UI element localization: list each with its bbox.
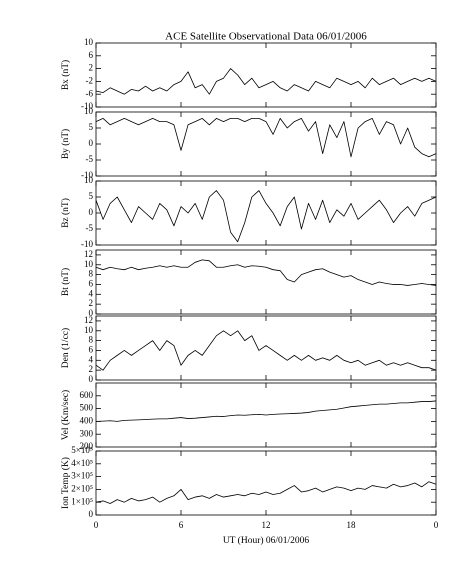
y-tick-label: 12 (84, 315, 93, 325)
y-tick-label: 8 (89, 269, 94, 279)
data-line (95, 259, 437, 286)
y-tick-label: 2 (89, 298, 94, 308)
y-tick-label: -5 (86, 223, 94, 233)
y-tick-label: 2 (89, 364, 94, 374)
y-tick-label: -10 (81, 170, 93, 180)
y-tick-label: 0 (89, 207, 94, 217)
y-tick-label: 600 (80, 390, 94, 400)
data-line (95, 190, 437, 243)
y-tick-label: 10 (84, 37, 94, 47)
y-tick-label: 500 (80, 403, 94, 413)
y-tick-label: 0 (89, 374, 94, 384)
y-tick-label: 6 (89, 345, 94, 355)
y-tick-label: 0 (89, 138, 94, 148)
y-tick-label: 6 (89, 279, 94, 289)
data-line (95, 400, 437, 422)
y-tick-label: 5 (89, 122, 94, 132)
y-tick-label: 4×10⁵ (71, 458, 93, 468)
y-tick-label: -10 (81, 239, 93, 249)
y-tick-label: -6 (86, 88, 94, 98)
x-tick-label: 0 (94, 520, 99, 530)
y-tick-label: 2×10⁵ (71, 483, 93, 493)
y-tick-label: 3×10⁵ (71, 471, 93, 481)
y-tick-label: 8 (89, 335, 94, 345)
y-tick-label: 200 (80, 441, 94, 451)
y-tick-label: 0 (89, 308, 94, 318)
data-line (95, 481, 437, 504)
y-axis-label: Bt (nT) (60, 268, 71, 296)
x-tick-label: 0 (434, 520, 439, 530)
y-axis-label: Vel (Km/sec) (60, 390, 71, 440)
x-tick-label: 18 (347, 520, 357, 530)
y-tick-label: 10 (84, 325, 94, 335)
x-tick-label: 6 (179, 520, 184, 530)
y-tick-label: 6 (89, 50, 94, 60)
chart-title: ACE Satellite Observational Data 06/01/2… (165, 31, 367, 43)
y-tick-label: -2 (86, 75, 94, 85)
y-tick-label: 2 (89, 63, 94, 73)
y-tick-label: 1×10⁵ (71, 496, 93, 506)
y-tick-label: 10 (84, 106, 94, 116)
y-tick-label: 5 (89, 191, 94, 201)
y-tick-label: 400 (80, 415, 94, 425)
data-line (95, 68, 437, 95)
y-axis-label: Den (1/cc) (60, 328, 71, 368)
y-tick-label: 10 (84, 175, 94, 185)
y-tick-label: 300 (80, 428, 94, 438)
y-tick-label: -10 (81, 101, 93, 111)
y-tick-label: 4 (89, 288, 94, 298)
x-axis-label: UT (Hour) 06/01/2006 (223, 535, 310, 546)
y-tick-label: 5×10⁵ (71, 445, 93, 455)
y-tick-label: 4 (89, 354, 94, 364)
y-axis-label: By (nT) (60, 129, 71, 159)
data-line (95, 330, 437, 371)
y-tick-label: 0 (89, 509, 94, 519)
data-line (95, 118, 437, 158)
y-tick-label: -5 (86, 154, 94, 164)
y-axis-label: Bz (nT) (60, 198, 71, 228)
y-axis-label: Bx (nT) (60, 60, 71, 90)
y-tick-label: 12 (84, 249, 93, 259)
y-axis-label: Ion Temp (K) (60, 457, 71, 509)
y-tick-label: 10 (84, 259, 94, 269)
x-tick-label: 12 (262, 520, 271, 530)
